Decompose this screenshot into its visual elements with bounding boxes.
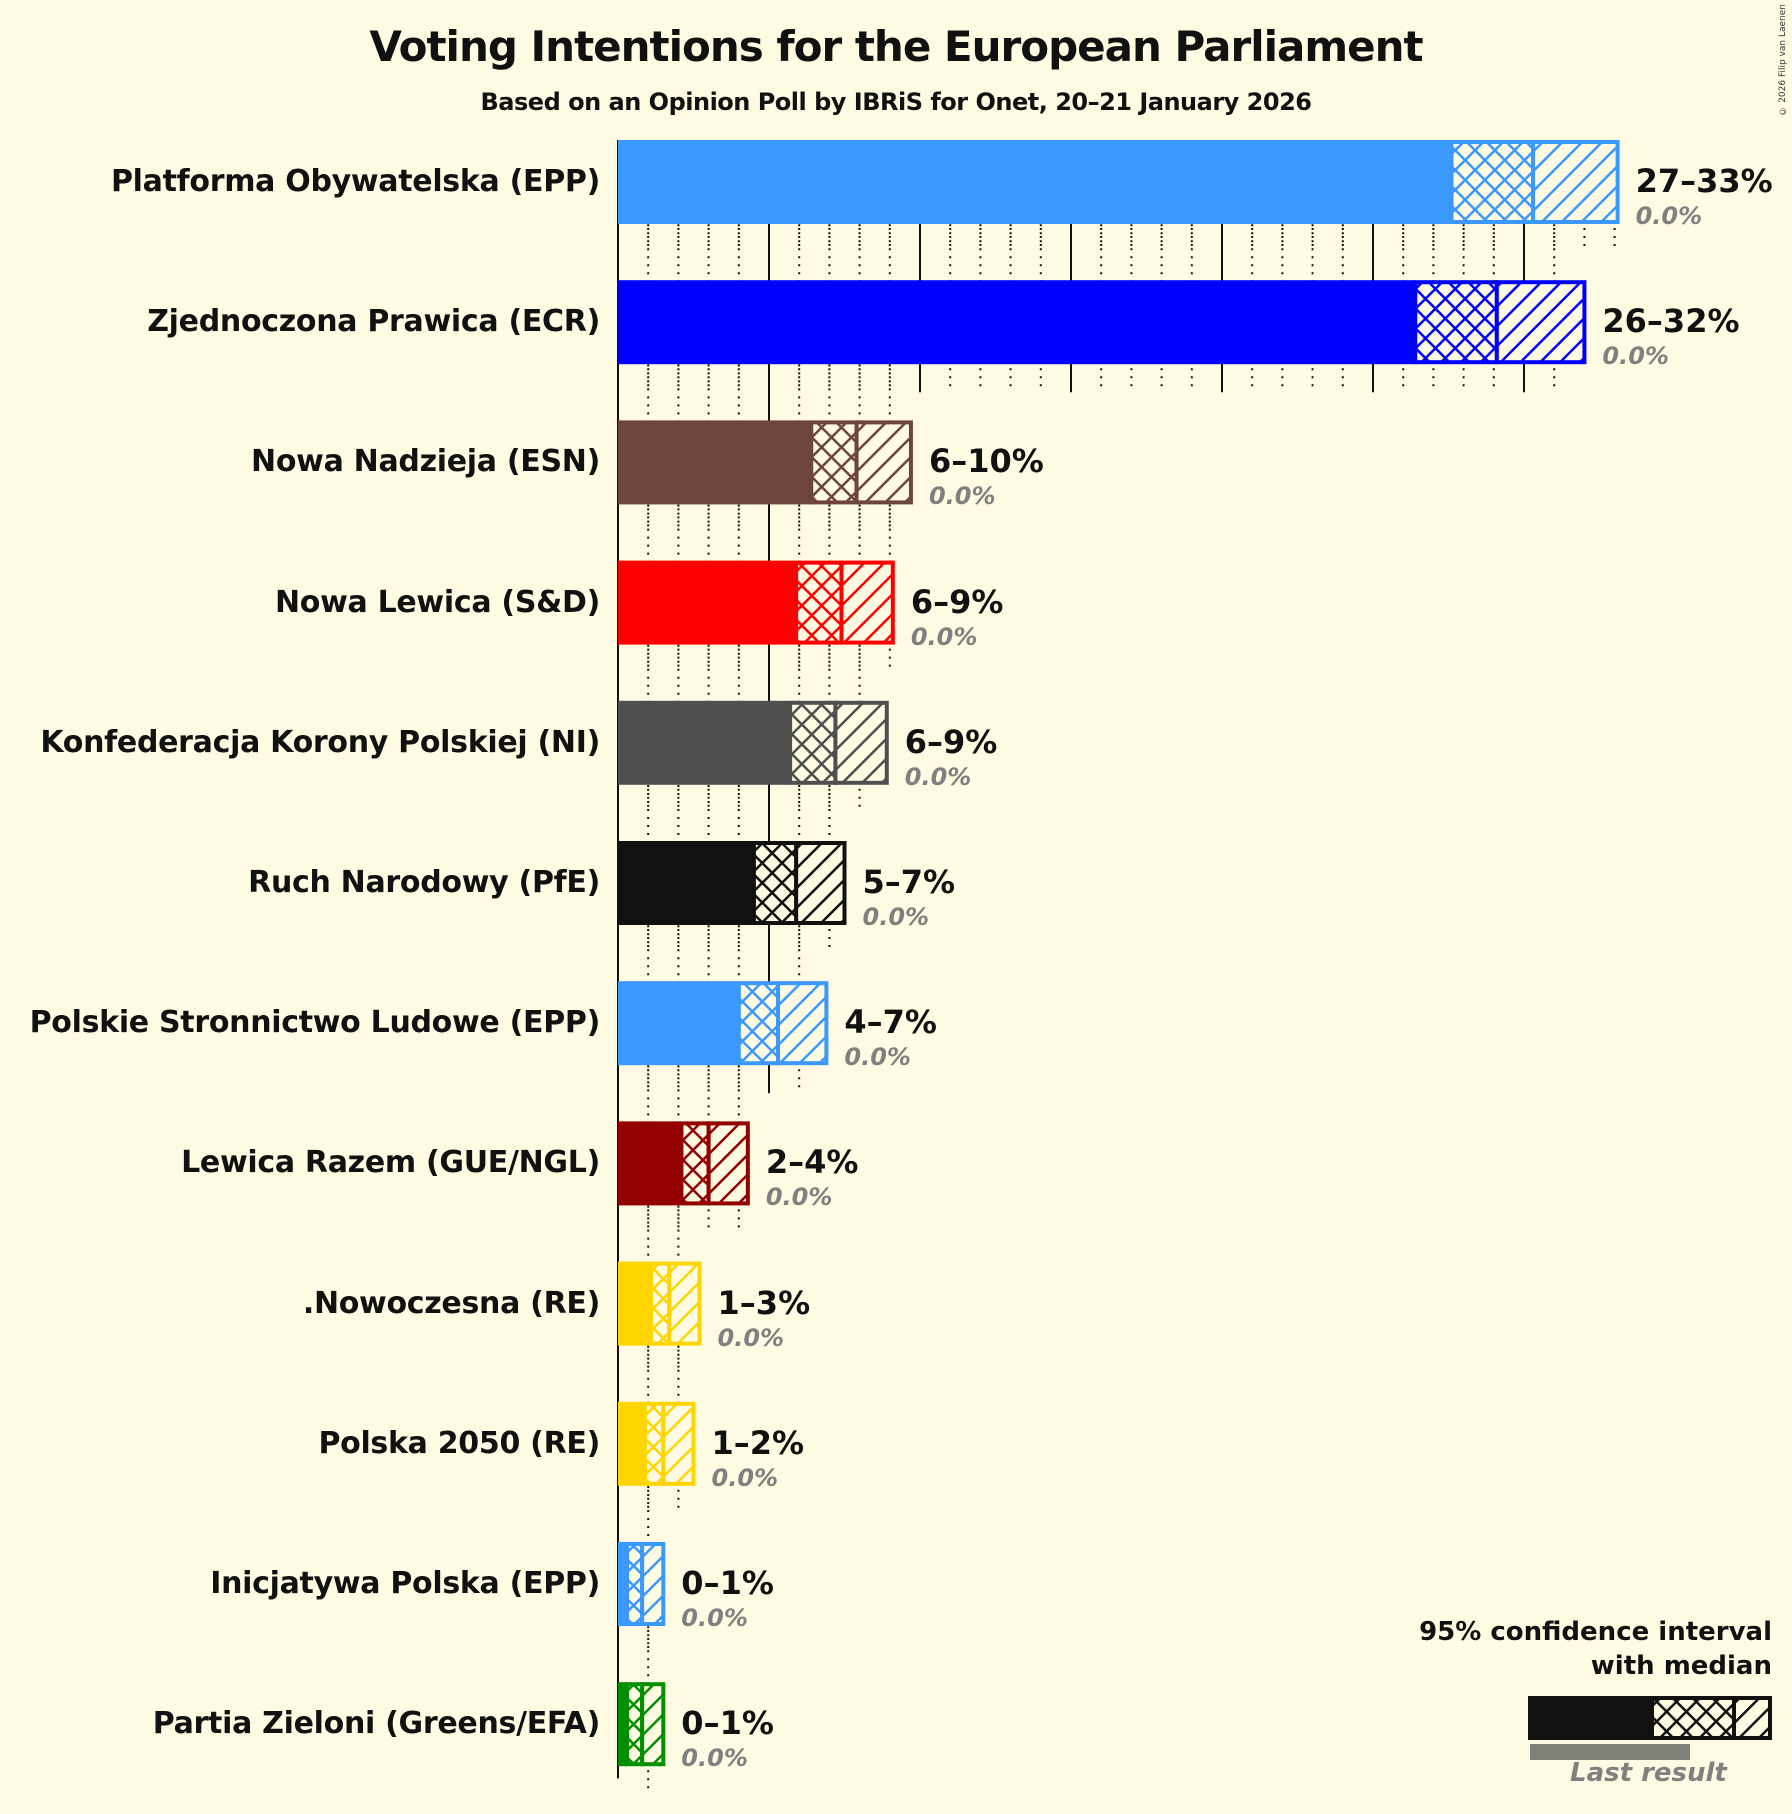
last-result-label: 0.0% xyxy=(681,1604,748,1632)
bar-4 xyxy=(618,700,889,785)
range-label: 5–7% xyxy=(862,863,956,901)
last-result-label: 0.0% xyxy=(928,482,996,511)
bar-5 xyxy=(618,841,847,925)
party-label: Partia Zieloni (Greens/EFA) xyxy=(152,1706,601,1742)
chart-title: Voting Intentions for the European Parli… xyxy=(369,22,1423,71)
range-label: 27–33% xyxy=(1635,162,1773,200)
legend-swatch xyxy=(1528,1696,1772,1760)
range-label: 6–10% xyxy=(928,442,1044,481)
last-result-label: 0.0% xyxy=(1602,342,1669,371)
last-result-label: 0.0% xyxy=(844,1043,911,1072)
party-label: Polska 2050 (RE) xyxy=(318,1425,600,1461)
party-label: Zjednoczona Prawica (ECR) xyxy=(147,304,600,340)
range-label: 1–3% xyxy=(717,1283,811,1322)
party-label: Konfederacja Korony Polskiej (NI) xyxy=(40,724,600,760)
bar-7 xyxy=(618,1121,750,1206)
bar-2 xyxy=(618,420,913,505)
range-label: 6–9% xyxy=(910,582,1004,621)
last-result-label: 0.0% xyxy=(910,622,978,651)
party-label: Lewica Razem (GUE/NGL) xyxy=(181,1145,600,1181)
range-label: 4–7% xyxy=(844,1003,937,1042)
bar-10 xyxy=(618,1542,666,1626)
party-label: Nowa Nadzieja (ESN) xyxy=(251,444,600,480)
last-result-label: 0.0% xyxy=(862,903,930,931)
party-label: Polskie Stronnictwo Ludowe (EPP) xyxy=(29,1005,601,1041)
last-result-label: 0.0% xyxy=(1635,202,1703,230)
legend-title-line2: with median xyxy=(1590,1651,1772,1681)
party-label: Inicjatywa Polska (EPP) xyxy=(210,1566,600,1601)
bar-9 xyxy=(618,1401,696,1486)
bar-0 xyxy=(618,140,1620,224)
party-label: Ruch Narodowy (PfE) xyxy=(248,865,600,900)
range-label: 0–1% xyxy=(681,1564,774,1602)
last-result-label: 0.0% xyxy=(765,1183,833,1212)
bar-6 xyxy=(618,981,829,1066)
chart-subtitle: Based on an Opinion Poll by IBRiS for On… xyxy=(480,88,1312,116)
last-result-label: 0.0% xyxy=(681,1744,748,1773)
legend-title: 95% confidence interval with median xyxy=(1419,1615,1772,1683)
range-label: 6–9% xyxy=(904,722,998,761)
legend-last-result-label: Last result xyxy=(1570,1758,1727,1788)
party-label: Platforma Obywatelska (EPP) xyxy=(110,164,600,199)
bar-8 xyxy=(618,1261,702,1346)
range-label: 2–4% xyxy=(765,1143,859,1182)
last-result-label: 0.0% xyxy=(717,1323,785,1352)
range-label: 1–2% xyxy=(711,1423,805,1462)
party-label: .Nowoczesna (RE) xyxy=(302,1285,600,1321)
last-result-label: 0.0% xyxy=(904,762,972,791)
range-label: 26–32% xyxy=(1602,302,1740,341)
bar-3 xyxy=(618,560,895,645)
last-result-label: 0.0% xyxy=(711,1463,779,1492)
party-label: Nowa Lewica (S&D) xyxy=(274,584,600,620)
range-label: 0–1% xyxy=(681,1704,774,1743)
legend-title-line1: 95% confidence interval xyxy=(1419,1617,1772,1647)
bar-1 xyxy=(618,280,1587,365)
bar-11 xyxy=(618,1682,666,1767)
